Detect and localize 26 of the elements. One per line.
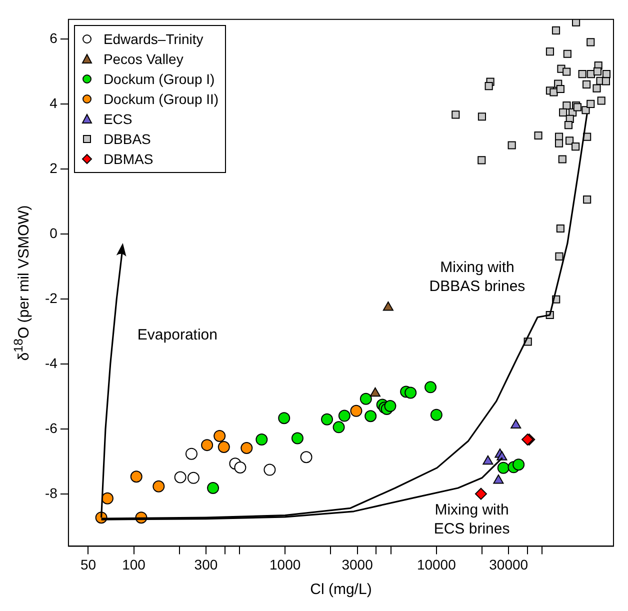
x-tick-label: 10000: [416, 556, 456, 572]
y-tick-label: 2: [50, 160, 58, 176]
annotation: Mixing with ECS brines: [434, 502, 510, 538]
x-tick-label: 30000: [489, 556, 528, 572]
legend-label: DBMAS: [103, 150, 154, 170]
y-tick-label: -2: [44, 290, 58, 306]
x-tick-label: 300: [194, 556, 218, 572]
x-axis-title: Cl (mg/L): [310, 581, 372, 598]
y-tick-label: -8: [44, 485, 58, 502]
legend-label: Pecos Valley: [103, 50, 184, 70]
y-tick-label: -4: [44, 354, 58, 371]
annotation: Evaporation: [137, 326, 218, 344]
x-tick-label: 50: [80, 556, 96, 572]
y-tick-label: 0: [50, 224, 58, 241]
y-tick-label: 6: [50, 30, 58, 46]
y-tick-label: 4: [50, 94, 58, 111]
annotation: Mixing with DBBAS brines: [429, 259, 526, 296]
legend-label: Dockum (Group I): [103, 70, 215, 90]
y-tick-label: -6: [44, 420, 58, 436]
x-tick-label: 1000: [270, 556, 301, 572]
x-tick-label: 100: [122, 556, 146, 572]
legend-label: DBBAS: [103, 130, 151, 150]
legend-label: Dockum (Group II): [103, 90, 219, 110]
legend-label: ECS: [103, 110, 132, 130]
legend-label: Edwards–Trinity: [103, 30, 204, 50]
x-tick-label: 3000: [342, 556, 374, 572]
